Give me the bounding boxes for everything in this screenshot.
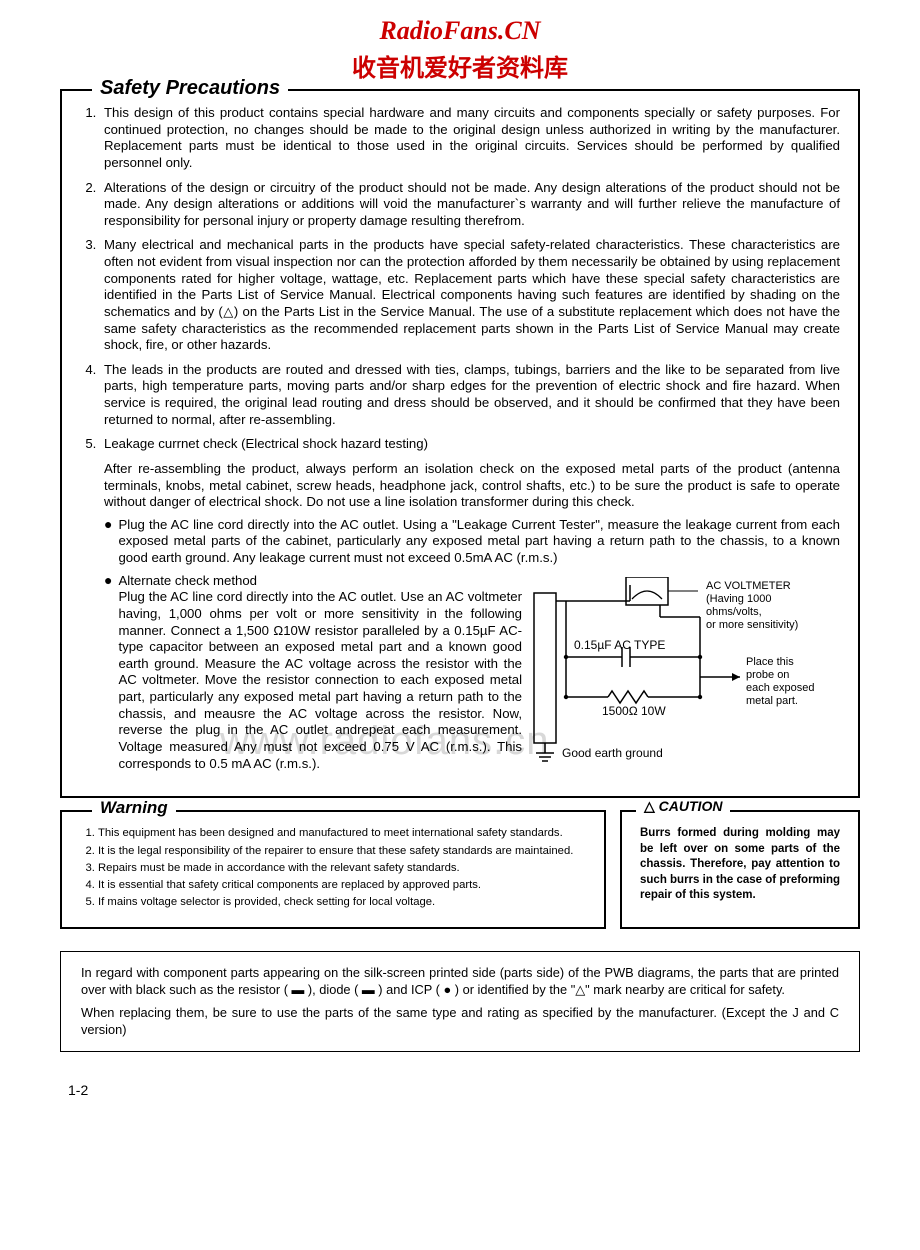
bullet-2: ● Alternate check method Plug the AC lin… [104, 573, 840, 777]
svg-text:AC VOLTMETER: AC VOLTMETER [706, 580, 791, 592]
safety-item-3: Many electrical and mechanical parts in … [100, 237, 840, 353]
safety-item-4: The leads in the products are routed and… [100, 362, 840, 429]
warning-legend: Warning [92, 798, 176, 818]
caution-box: △ CAUTION Burrs formed during molding ma… [620, 810, 860, 928]
warning-item: This equipment has been designed and man… [98, 826, 586, 841]
pwb-note-box: In regard with component parts appearing… [60, 951, 860, 1052]
bullet-2-body: Plug the AC line cord directly into the … [118, 589, 522, 772]
note-p1: In regard with component parts appearing… [81, 964, 839, 999]
svg-text:Place this: Place this [746, 656, 794, 668]
page-number: 1-2 [68, 1082, 860, 1098]
warning-item: If mains voltage selector is provided, c… [98, 895, 586, 910]
svg-text:probe on: probe on [746, 669, 789, 681]
circuit-diagram: AC VOLTMETER (Having 1000 ohms/volts, or… [530, 577, 840, 777]
safety-list: This design of this product contains spe… [80, 105, 840, 453]
bullet-1-text: Plug the AC line cord directly into the … [118, 517, 840, 567]
svg-text:ohms/volts,: ohms/volts, [706, 606, 762, 618]
safety-item-2: Alterations of the design or circuitry o… [100, 180, 840, 230]
warning-box: Warning This equipment has been designed… [60, 810, 606, 928]
warning-item: It is the legal responsibility of the re… [98, 844, 586, 859]
safety-item-1: This design of this product contains spe… [100, 105, 840, 172]
bullet-icon: ● [104, 517, 112, 567]
safety-item-5-head: Leakage currnet check (Electrical shock … [104, 436, 428, 451]
safety-legend: Safety Precautions [92, 77, 288, 100]
caution-legend: △ CAUTION [636, 798, 730, 815]
bullet-icon: ● [104, 573, 112, 777]
warning-list: This equipment has been designed and man… [80, 826, 586, 910]
note-p2: When replacing them, be sure to use the … [81, 1004, 839, 1039]
safety-item-5: Leakage currnet check (Electrical shock … [100, 436, 840, 453]
warning-item: It is essential that safety critical com… [98, 878, 586, 893]
svg-text:0.15µF AC TYPE: 0.15µF AC TYPE [574, 638, 665, 652]
svg-text:1500Ω 10W: 1500Ω 10W [602, 704, 666, 718]
warning-item: Repairs must be made in accordance with … [98, 861, 586, 876]
safety-item-5-para: After re-assembling the product, always … [104, 461, 840, 511]
svg-text:or more sensitivity): or more sensitivity) [706, 619, 798, 631]
bullet-2-head: Alternate check method [118, 573, 522, 590]
bullet-1: ● Plug the AC line cord directly into th… [104, 517, 840, 567]
svg-text:metal part.: metal part. [746, 695, 798, 707]
site-title: RadioFans.CN [0, 16, 920, 46]
caution-triangle-icon: △ [644, 798, 655, 814]
caution-legend-text: CAUTION [659, 798, 723, 814]
caution-text: Burrs formed during molding may be left … [640, 826, 840, 904]
leakage-bullets: ● Plug the AC line cord directly into th… [104, 517, 840, 777]
safety-precautions-box: Safety Precautions This design of this p… [60, 89, 860, 798]
svg-text:each exposed: each exposed [746, 682, 815, 694]
svg-text:(Having 1000: (Having 1000 [706, 593, 771, 605]
svg-text:Good earth ground: Good earth ground [562, 746, 663, 760]
